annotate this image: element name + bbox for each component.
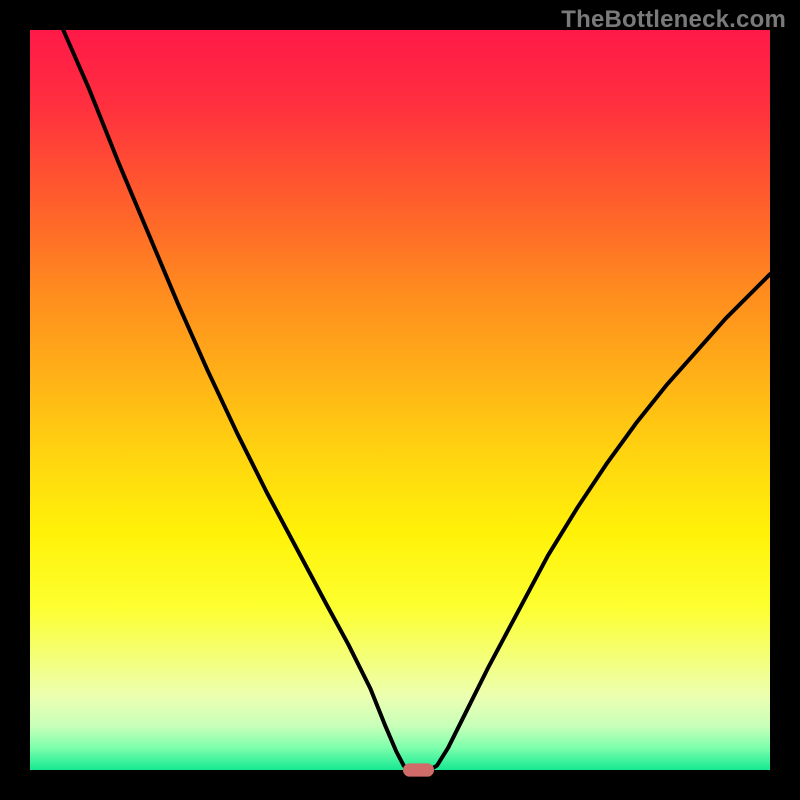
watermark-text: TheBottleneck.com: [561, 6, 786, 34]
plot-background: [30, 30, 770, 770]
minimum-marker: [403, 763, 434, 776]
chart-container: TheBottleneck.com: [0, 0, 800, 800]
bottleneck-chart: [0, 0, 800, 800]
